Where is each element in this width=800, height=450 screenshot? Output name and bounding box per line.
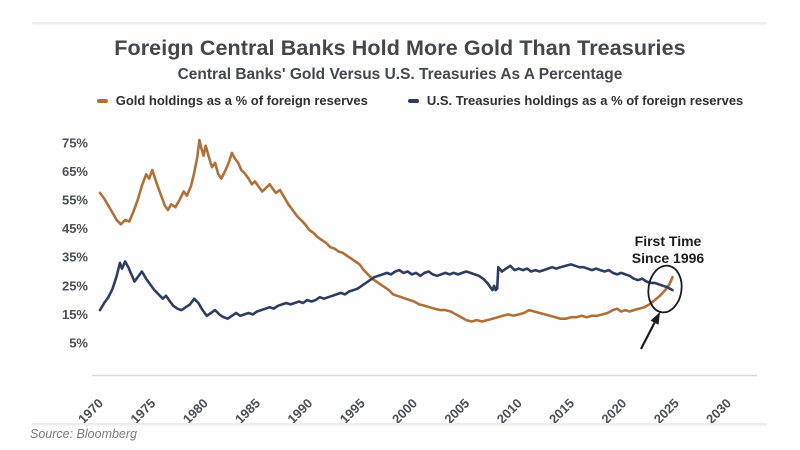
x-axis-label: 2005 [441, 396, 472, 427]
gold-legend-swatch [96, 98, 108, 103]
x-axis-label: 1975 [127, 396, 158, 427]
x-axis-label: 2030 [703, 396, 734, 427]
legend: Gold holdings as a % of foreign reserves… [40, 93, 800, 108]
legend-item-treasuries: U.S. Treasuries holdings as a % of forei… [407, 93, 744, 108]
top-divider [32, 22, 767, 24]
annotation-arrow-shaft [640, 322, 656, 350]
chart-title: Foreign Central Banks Hold More Gold Tha… [114, 36, 686, 60]
source-credit: Source: Bloomberg [30, 427, 138, 441]
y-axis-label: 55% [62, 193, 88, 208]
bottom-divider [32, 423, 767, 425]
x-axis-label: 2000 [389, 396, 420, 427]
annotation-arrow-head [650, 312, 660, 325]
y-axis-label: 15% [62, 307, 88, 322]
x-axis-label: 1970 [75, 396, 106, 427]
x-axis-label: 2025 [651, 396, 682, 427]
y-axis-label: 75% [62, 135, 88, 150]
treasuries-legend-label: U.S. Treasuries holdings as a % of forei… [426, 93, 744, 108]
gold-legend-label: Gold holdings as a % of foreign reserves [115, 93, 368, 108]
x-axis-label: 2010 [494, 396, 525, 427]
x-axis-label: 1995 [337, 396, 368, 427]
x-axis-label: 1980 [180, 396, 211, 427]
x-axis-label: 2020 [598, 396, 629, 427]
y-axis-label: 45% [62, 221, 88, 236]
treasuries-legend-swatch [407, 98, 419, 103]
chart-subtitle: Central Banks' Gold Versus U.S. Treasuri… [177, 66, 623, 83]
y-axis-label: 5% [69, 336, 88, 351]
y-axis-label: 65% [62, 164, 88, 179]
treasuries-series-line [98, 260, 674, 321]
legend-item-gold: Gold holdings as a % of foreign reserves [96, 93, 368, 108]
gold-series-line [98, 138, 674, 323]
y-axis-label: 25% [62, 278, 88, 293]
annotation-text-line1: First Time [635, 233, 702, 249]
annotation-text-line2: Since 1996 [632, 250, 705, 266]
y-axis-label: 35% [62, 250, 88, 265]
x-axis-label: 2015 [546, 396, 577, 427]
x-axis-label: 1990 [284, 396, 315, 427]
x-axis-label: 1985 [232, 396, 263, 427]
annotation-ellipse [647, 264, 683, 314]
